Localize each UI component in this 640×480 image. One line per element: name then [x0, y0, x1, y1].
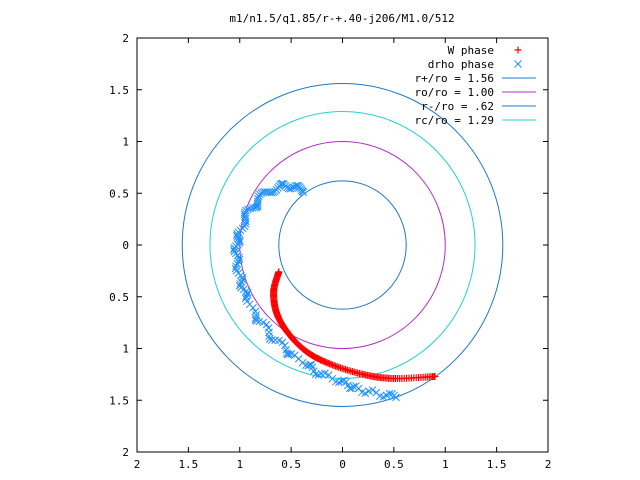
data-point [233, 230, 241, 238]
x-tick-label: 1.5 [178, 458, 198, 471]
data-point [342, 378, 350, 386]
y-tick-label: 1 [122, 343, 129, 356]
y-tick-label: 0.5 [109, 291, 129, 304]
data-point [349, 382, 358, 391]
data-point [265, 328, 273, 337]
data-point [361, 389, 370, 398]
data-point [385, 389, 394, 398]
data-point [248, 204, 257, 212]
data-point [235, 255, 244, 264]
data-point [243, 290, 252, 299]
series-w-phase [270, 268, 439, 383]
y-tick-label: 2 [122, 32, 129, 45]
radius-circle [239, 141, 446, 349]
data-point [249, 303, 257, 312]
data-point [241, 220, 250, 228]
data-point [238, 275, 247, 284]
x-tick-label: 0.5 [384, 458, 404, 471]
data-point [431, 372, 439, 380]
data-point [242, 217, 250, 226]
data-point [235, 236, 244, 244]
data-point [285, 350, 293, 359]
data-point [252, 317, 261, 325]
data-point [321, 369, 329, 378]
data-point [278, 338, 287, 347]
series-drho-phase [230, 179, 400, 402]
legend-label: rc/ro = 1.29 [415, 114, 494, 127]
data-point [254, 192, 263, 201]
data-point [345, 384, 354, 393]
y-tick-label: 1.5 [109, 84, 129, 97]
radius-circle [209, 110, 476, 380]
chart-title: m1/n1.5/q1.85/r-+.40-j206/M1.0/512 [229, 12, 454, 25]
data-point [231, 264, 240, 273]
data-point [307, 360, 316, 369]
data-point [265, 332, 273, 341]
legend-label: drho phase [428, 58, 494, 71]
data-point [294, 182, 303, 190]
axis-ticks: 2 1.5 1 0.5 0 0.5 1 1.5 221.510.500.511.52 [109, 32, 551, 471]
legend-marker [514, 60, 522, 68]
legend-marker [514, 46, 522, 54]
data-point [241, 294, 250, 303]
radius-circle [181, 83, 504, 407]
legend-label: r-/ro = .62 [421, 100, 494, 113]
data-point [282, 345, 290, 354]
data-point [233, 260, 242, 268]
legend-label: ro/ro = 1.00 [415, 86, 494, 99]
x-tick-label: 2 [134, 458, 141, 471]
data-point [368, 386, 377, 394]
data-point [230, 245, 238, 254]
x-tick-label: 0 [339, 458, 346, 471]
data-point [267, 336, 276, 344]
y-tick-label: 1.5 [109, 394, 129, 407]
radius-circles [181, 83, 504, 407]
data-point [241, 212, 249, 221]
x-tick-label: 2 [545, 458, 552, 471]
data-point [240, 210, 249, 219]
legend-label: W phase [448, 44, 494, 57]
phase-series [230, 179, 439, 402]
data-point [298, 358, 307, 367]
x-tick-label: 1 [442, 458, 449, 471]
x-tick-label: 1.5 [487, 458, 507, 471]
data-point [234, 257, 243, 266]
y-tick-label: 0 [122, 239, 129, 252]
x-tick-label: 0.5 [281, 458, 301, 471]
data-point [255, 190, 264, 199]
y-tick-label: 1 [122, 136, 129, 149]
y-tick-label: 0.5 [109, 187, 129, 200]
x-tick-label: 1 [236, 458, 243, 471]
y-tick-label: 2 [122, 446, 129, 459]
data-point [392, 393, 400, 402]
radius-circle [278, 180, 407, 310]
legend-label: r+/ro = 1.56 [415, 72, 494, 85]
data-point [251, 203, 259, 212]
